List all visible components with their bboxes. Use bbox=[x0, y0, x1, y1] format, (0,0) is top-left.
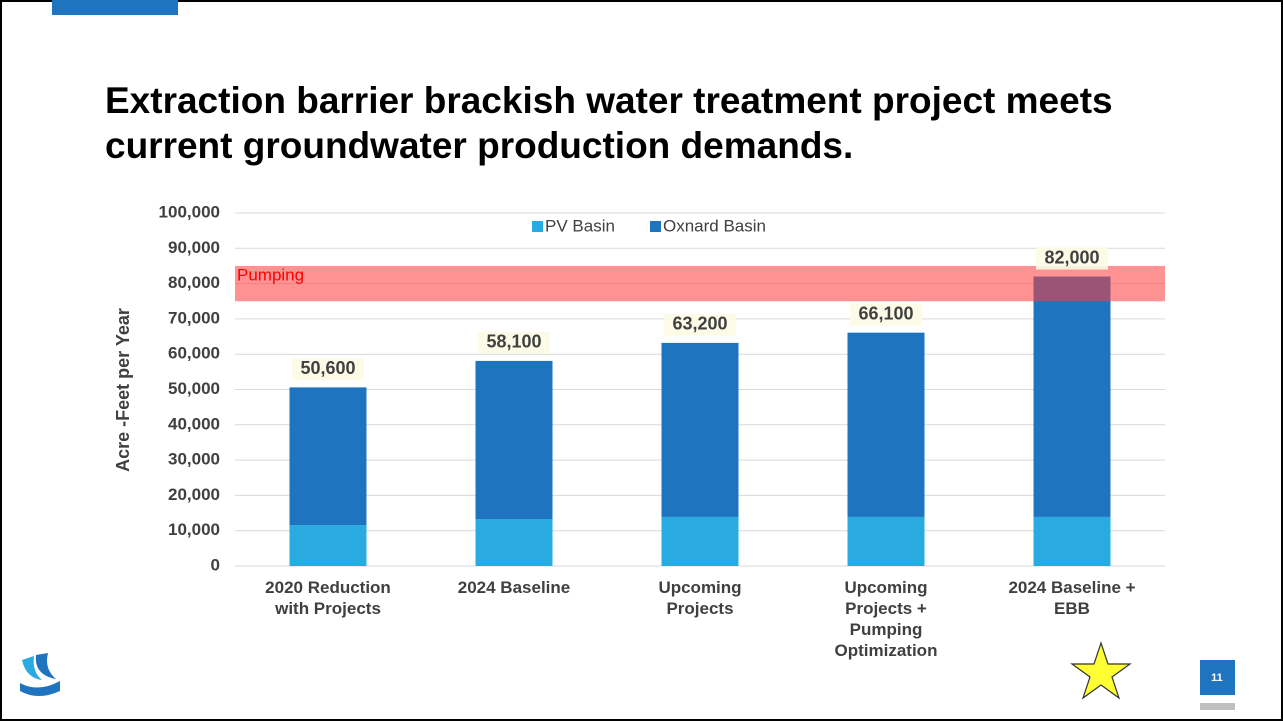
x-tick-label: 2020 Reduction with Projects bbox=[265, 578, 391, 618]
y-tick-label: 100,000 bbox=[159, 202, 220, 221]
y-tick-label: 30,000 bbox=[168, 450, 220, 469]
legend-swatch bbox=[532, 221, 543, 232]
bar-segment bbox=[847, 516, 925, 566]
data-label: 63,200 bbox=[672, 314, 727, 334]
legend-label: PV Basin bbox=[545, 216, 615, 235]
y-tick-label: 80,000 bbox=[168, 273, 220, 292]
y-tick-label: 50,000 bbox=[168, 379, 220, 398]
y-tick-label: 90,000 bbox=[168, 238, 220, 257]
bar-segment bbox=[661, 342, 739, 517]
label-bg bbox=[1036, 247, 1108, 270]
page-number-bar bbox=[1200, 703, 1235, 710]
legend-label: Oxnard Basin bbox=[663, 216, 766, 235]
x-tick-label: Upcoming Projects bbox=[658, 578, 742, 618]
logo bbox=[20, 653, 60, 696]
y-tick-label: 20,000 bbox=[168, 485, 220, 504]
page-number: 11 bbox=[1211, 672, 1223, 684]
band-label: Pumping bbox=[237, 265, 304, 284]
label-bg bbox=[478, 331, 550, 354]
bar-segment bbox=[289, 387, 367, 526]
page-number-box bbox=[1200, 660, 1235, 695]
data-label: 50,600 bbox=[300, 358, 355, 378]
bar-segment bbox=[1033, 516, 1111, 566]
bar-segment bbox=[1033, 276, 1111, 517]
bar-segment bbox=[475, 519, 553, 566]
label-bg bbox=[850, 303, 922, 326]
y-tick-label: 10,000 bbox=[168, 520, 220, 539]
x-tick-label: Upcoming Projects + Pumping Optimization bbox=[834, 578, 938, 660]
x-tick-label: 2024 Baseline + EBB bbox=[1008, 578, 1136, 618]
y-tick-label: 0 bbox=[211, 555, 220, 574]
bar-segment bbox=[289, 525, 367, 566]
pumping-band bbox=[235, 265, 1165, 302]
bar-segment bbox=[661, 516, 739, 566]
x-tick-label: 2024 Baseline bbox=[457, 578, 571, 597]
accent-bar bbox=[52, 0, 178, 15]
label-bg bbox=[292, 358, 364, 381]
data-label: 82,000 bbox=[1044, 247, 1099, 267]
y-axis-label: Acre -Feet per Year bbox=[113, 308, 133, 472]
data-label: 66,100 bbox=[858, 303, 913, 323]
slide-title: Extraction barrier brackish water treatm… bbox=[105, 80, 1113, 166]
bar-segment bbox=[475, 360, 553, 520]
bar-segment bbox=[847, 332, 925, 517]
y-tick-label: 60,000 bbox=[168, 344, 220, 363]
y-tick-label: 40,000 bbox=[168, 414, 220, 433]
legend-swatch bbox=[650, 221, 661, 232]
y-tick-label: 70,000 bbox=[168, 308, 220, 327]
data-label: 58,100 bbox=[486, 332, 541, 352]
label-bg bbox=[664, 313, 736, 336]
star bbox=[1070, 641, 1132, 700]
